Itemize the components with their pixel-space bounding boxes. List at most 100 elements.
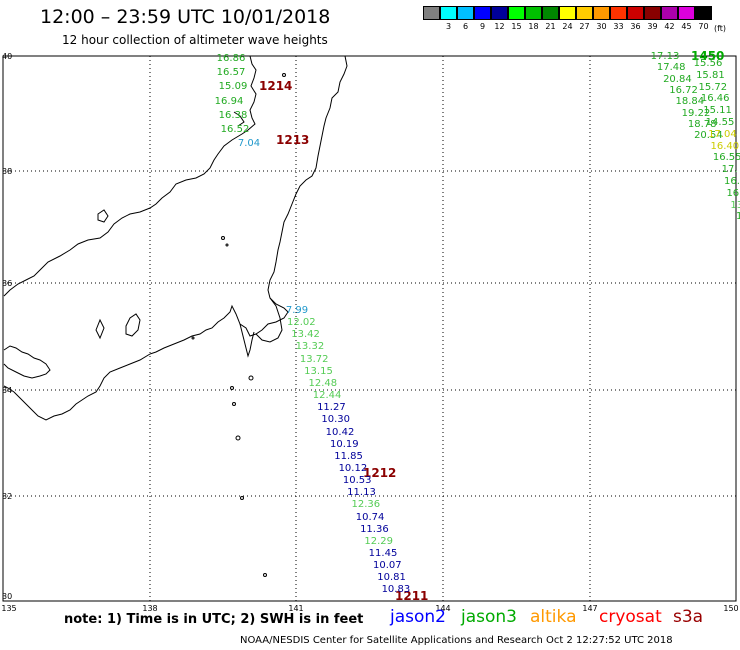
swh-value-1450: 20.84 <box>663 73 692 85</box>
legend-entry: 30 <box>593 6 610 32</box>
legend-unit: (ft) <box>714 24 727 33</box>
legend-entry <box>423 6 440 32</box>
legend-label: 42 <box>664 22 675 31</box>
swh-value-1450: 19.22 <box>681 107 711 119</box>
kii-peninsula <box>3 353 151 421</box>
izu-peninsula <box>239 323 255 358</box>
legend-entry: 12 <box>491 6 508 32</box>
swh-value-1211: 11.85 <box>334 450 363 462</box>
legend-label: 9 <box>479 22 486 31</box>
legend-swatch <box>576 6 593 20</box>
lon-label-141: 141 <box>288 604 304 613</box>
shikoku-coast <box>3 345 51 379</box>
swh-value-1450: 20.54 <box>694 130 723 142</box>
swh-value-1450: 16.72 <box>669 84 698 96</box>
swh-value-1450: 15.11 <box>703 105 732 117</box>
legend-entry: 21 <box>542 6 559 32</box>
lat-label-36: 36 <box>2 279 13 288</box>
legend-label: 45 <box>681 22 692 31</box>
swh-value-1211: 10.83 <box>381 584 411 596</box>
swh-value-1450: 14.55 <box>705 117 735 128</box>
pass-label-1211: 1211 <box>395 589 429 603</box>
boso-peninsula <box>255 297 283 343</box>
sat-label-s3a: s3a <box>673 607 704 627</box>
legend-swatch <box>474 6 491 20</box>
legend-entry: 36 <box>627 6 644 32</box>
legend-label: 3 <box>445 22 452 31</box>
swh-value-1214: 16.94 <box>214 95 244 107</box>
swh-value-1214: 16.57 <box>216 67 246 79</box>
swh-value-1450: 17. <box>721 164 738 176</box>
swh-value-1214: 16.86 <box>216 53 246 64</box>
swh-value-1211: 11.36 <box>360 523 389 535</box>
swh-value-1211: 13.42 <box>291 329 320 341</box>
honshu-coast <box>3 55 257 297</box>
sat-label-altika: altika <box>530 607 577 627</box>
ise-bay <box>125 313 141 337</box>
swh-value-1211: 11.45 <box>368 548 398 559</box>
legend-swatch <box>525 6 542 20</box>
legend-swatch <box>491 6 508 20</box>
legend-label: 36 <box>630 22 641 31</box>
north-coast-a <box>233 111 245 127</box>
swh-value-1211: 11.13 <box>347 487 376 499</box>
pass-label-1450: 1450 <box>691 49 725 63</box>
legend-entry: 42 <box>661 6 678 32</box>
pass-label-1214: 1214 <box>259 79 293 93</box>
swh-value-1450: 15.81 <box>696 69 725 81</box>
legend-entry: 27 <box>576 6 593 32</box>
sat-label-cryosat: cryosat <box>599 607 662 627</box>
swh-value-1450: 16.40 <box>710 140 740 152</box>
swh-value-1450: 16. <box>724 176 740 187</box>
swh-value-1211: 12.48 <box>308 377 338 389</box>
swh-value-1211: 10.12 <box>338 462 368 474</box>
lat-label-40: 40 <box>2 52 13 61</box>
swh-value-1211: 10.19 <box>329 438 359 450</box>
swh-value-1450: 15.56 <box>693 58 723 69</box>
map-frame <box>2 55 737 602</box>
legend-swatch <box>542 6 559 20</box>
lon-label-138: 138 <box>142 604 158 613</box>
legend-label: 18 <box>528 22 539 31</box>
legend-label: 27 <box>579 22 590 31</box>
legend-swatch <box>440 6 457 20</box>
swh-value-1211: 10.07 <box>372 560 402 572</box>
legend-swatch <box>593 6 610 20</box>
legend-swatch <box>678 6 695 20</box>
east-coast <box>149 55 348 355</box>
swh-value-1211: 12.36 <box>351 499 381 511</box>
swh-value-1211: 13.15 <box>304 365 333 377</box>
lake-biwa <box>95 318 105 340</box>
sat-label-jason3: jason3 <box>461 607 517 627</box>
legend-swatch <box>695 6 712 20</box>
color-legend: 3 6 9 12 15 18 21 24 27 30 33 36 39 42 45 70 (ft) <box>423 6 726 33</box>
lat-label-34: 34 <box>2 386 13 395</box>
legend-label: 6 <box>462 22 469 31</box>
legend-entry: 45 <box>678 6 695 32</box>
swh-value-1211: 10.42 <box>325 426 355 438</box>
swh-value-1450: 17.13 <box>650 51 680 62</box>
swh-value-1450: 18.84 <box>675 96 705 108</box>
swh-value-1211: 12.29 <box>364 535 394 547</box>
note-text: note: 1) Time is in UTC; 2) SWH is in fe… <box>64 612 364 627</box>
legend-label: 30 <box>596 22 607 31</box>
legend-entry: 70 <box>695 6 712 32</box>
swh-value-1450: 15.72 <box>698 81 728 93</box>
legend-label: 70 <box>698 22 709 31</box>
legend-swatch <box>610 6 627 20</box>
swh-value-1450: 13 <box>730 199 740 211</box>
lon-label-147: 147 <box>582 604 598 613</box>
footer-credit: NOAA/NESDIS Center for Satellite Applica… <box>240 635 673 646</box>
sat-label-jason2: jason2 <box>390 607 446 627</box>
swh-value-1211: 10.30 <box>321 414 351 426</box>
legend-label: 39 <box>647 22 658 31</box>
sado-island <box>97 209 109 223</box>
legend-entry: 9 <box>474 6 491 32</box>
legend-entry: 33 <box>610 6 627 32</box>
swh-value-1214: 16.52 <box>220 124 250 135</box>
legend-label: 15 <box>511 22 522 31</box>
pass-label-1212: 1212 <box>363 466 397 480</box>
swh-value-1450: 17.04 <box>708 128 737 140</box>
map-subtitle: 12 hour collection of altimeter wave hei… <box>62 33 328 47</box>
